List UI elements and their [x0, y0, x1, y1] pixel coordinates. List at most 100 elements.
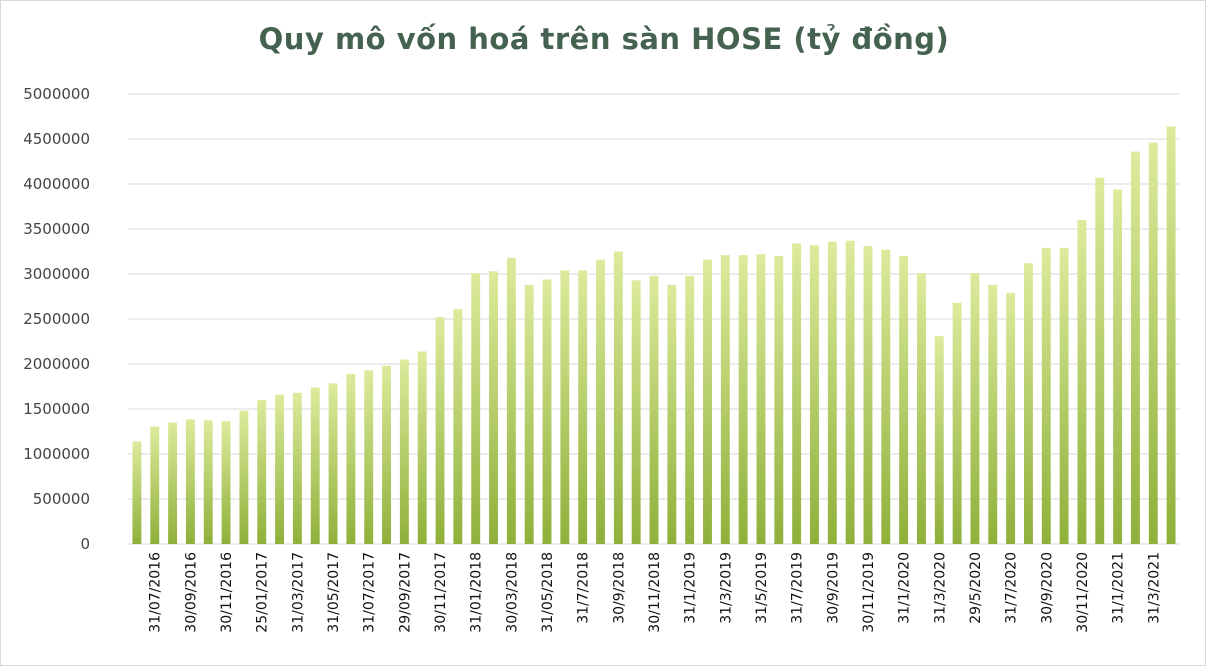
- bar: [489, 271, 498, 544]
- bar: [667, 284, 677, 544]
- bar: [827, 241, 837, 544]
- y-tick-label: 1000000: [23, 445, 90, 463]
- x-tick-label: 30/11/2018: [647, 552, 663, 633]
- bar: [703, 259, 712, 544]
- bar: [221, 421, 231, 544]
- bar: [168, 422, 178, 544]
- bar: [720, 255, 730, 544]
- bar: [1077, 220, 1087, 544]
- bar: [649, 275, 659, 544]
- bar: [382, 365, 391, 544]
- x-tick-label: 31/7/2018: [576, 552, 592, 624]
- bar: [1006, 292, 1016, 544]
- x-tick-label: 30/11/2020: [1075, 552, 1091, 633]
- bar: [185, 419, 195, 544]
- x-tick-label: 31/7/2019: [790, 552, 806, 624]
- x-tick-label: 30/9/2020: [1039, 552, 1055, 624]
- x-tick-label: 31/3/2019: [718, 552, 734, 624]
- x-tick-label: 25/01/2017: [255, 552, 271, 633]
- bar: [988, 284, 998, 544]
- bars: [132, 126, 1176, 545]
- bar: [203, 420, 213, 544]
- bar: [1148, 142, 1158, 544]
- x-tick-label: 30/03/2018: [504, 552, 520, 633]
- bar: [596, 259, 605, 544]
- bar: [435, 317, 445, 544]
- y-tick-label: 3500000: [23, 220, 90, 238]
- bar: [471, 273, 481, 544]
- bar: [417, 351, 427, 544]
- x-tick-label: 31/1/2021: [1111, 552, 1127, 624]
- bar: [542, 279, 552, 544]
- bar: [578, 270, 588, 544]
- x-tick-label: 30/09/2016: [183, 552, 199, 633]
- bar: [756, 254, 766, 544]
- x-tick-label: 31/05/2017: [326, 552, 342, 633]
- y-tick-label: 2000000: [23, 355, 90, 373]
- y-tick-label: 3000000: [23, 265, 90, 283]
- x-tick-label: 31/3/2020: [932, 552, 948, 624]
- y-tick-label: 1500000: [23, 400, 90, 418]
- y-tick-label: 0: [80, 535, 90, 553]
- bar: [132, 441, 142, 544]
- x-axis-ticks: 31/07/2016 30/09/2016 30/11/2016 25/01/2017…: [148, 552, 1163, 633]
- bar: [810, 245, 819, 544]
- bar: [328, 383, 338, 544]
- bar: [364, 370, 374, 544]
- bar: [399, 359, 409, 544]
- x-tick-label: 31/07/2016: [148, 552, 164, 633]
- bar: [1095, 177, 1105, 544]
- x-tick-label: 31/07/2017: [362, 552, 378, 633]
- bar: [453, 309, 463, 544]
- y-tick-label: 4500000: [23, 130, 90, 148]
- y-axis-ticks: 0 500000 1000000 1500000 2000000 2500000 30000…: [23, 85, 90, 553]
- y-tick-label: 5000000: [23, 85, 90, 103]
- bar: [1166, 126, 1176, 545]
- bar: [560, 270, 570, 544]
- y-tick-label: 2500000: [23, 310, 90, 328]
- bar: [863, 246, 873, 544]
- bar: [845, 240, 855, 544]
- bar: [239, 410, 249, 544]
- x-tick-label: 30/11/2016: [219, 552, 235, 633]
- bar: [613, 251, 623, 544]
- x-tick-label: 30/9/2018: [611, 552, 627, 624]
- x-tick-label: 29/09/2017: [397, 552, 413, 633]
- x-tick-label: 31/1/2020: [897, 552, 913, 624]
- bar: [952, 302, 962, 544]
- y-tick-label: 4000000: [23, 175, 90, 193]
- x-tick-label: 31/05/2018: [540, 552, 556, 633]
- bar: [934, 336, 944, 544]
- gridlines: [128, 93, 1180, 545]
- bar: [1113, 189, 1123, 544]
- x-tick-label: 31/3/2021: [1146, 552, 1162, 624]
- x-tick-label: 30/11/2019: [861, 552, 877, 633]
- x-tick-label: 29/5/2020: [968, 552, 984, 624]
- bar: [881, 249, 891, 544]
- y-tick-label: 500000: [33, 490, 90, 508]
- bar: [506, 257, 516, 544]
- x-tick-label: 31/03/2017: [290, 552, 306, 633]
- bar: [792, 243, 802, 544]
- chart-title: Quy mô vốn hoá trên sàn HOSE (tỷ đồng): [258, 22, 950, 56]
- x-tick-label: 31/5/2019: [754, 552, 770, 624]
- x-tick-label: 31/01/2018: [469, 552, 485, 633]
- bar: [631, 280, 641, 544]
- x-tick-label: 30/9/2019: [825, 552, 841, 624]
- bar: [738, 255, 748, 544]
- bar: [1041, 247, 1051, 544]
- x-tick-label: 31/1/2019: [683, 552, 699, 624]
- bar: [150, 426, 160, 544]
- bar: [899, 256, 909, 544]
- x-tick-label: 30/11/2017: [433, 552, 449, 633]
- bar: [275, 394, 285, 544]
- bar: [257, 400, 267, 544]
- bar: [1059, 247, 1069, 544]
- bar: [970, 273, 980, 544]
- x-tick-label: 31/7/2020: [1004, 552, 1020, 624]
- bar: [1130, 151, 1140, 544]
- bar: [292, 392, 302, 544]
- bar: [685, 275, 695, 544]
